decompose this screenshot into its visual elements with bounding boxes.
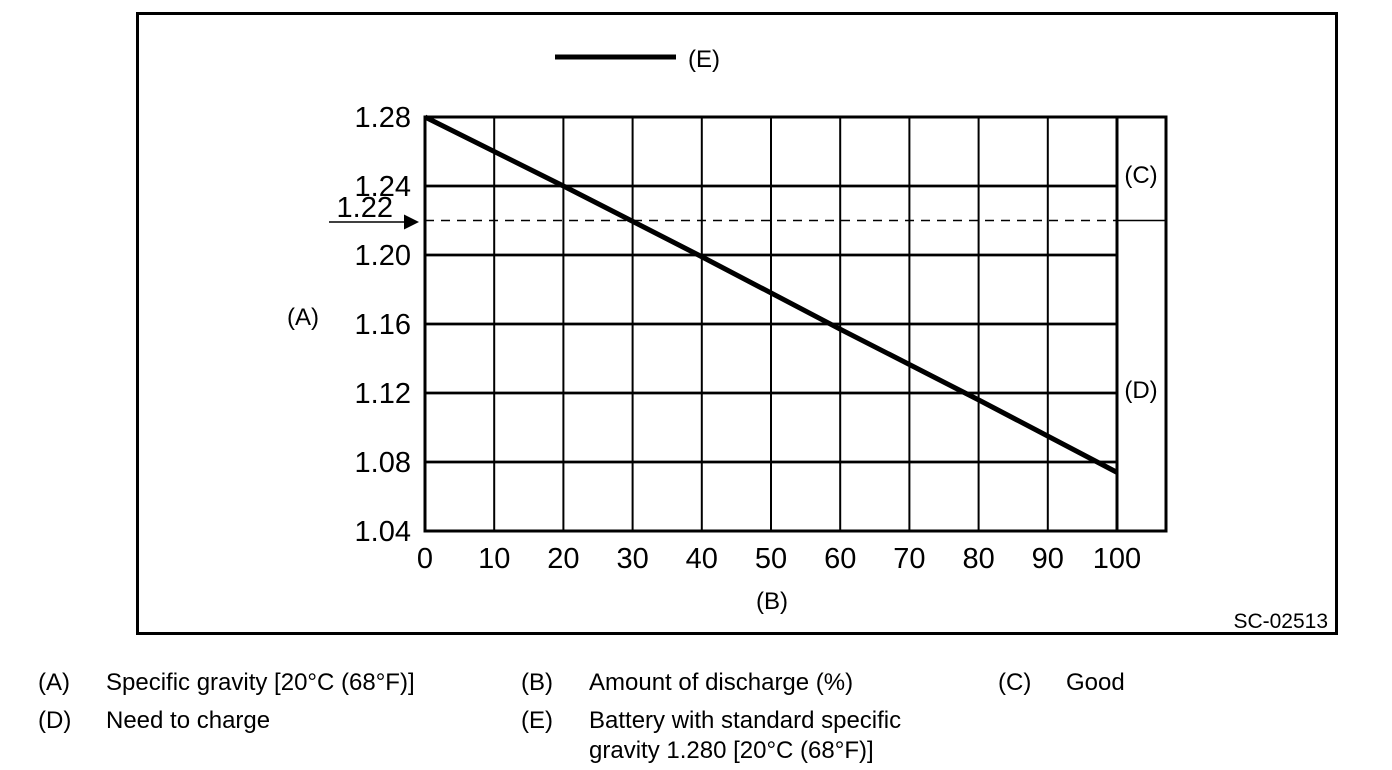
- x-tick-80: 80: [962, 543, 994, 575]
- threshold-arrow-head: [404, 214, 419, 230]
- x-axis-label: (B): [756, 588, 788, 615]
- vertical-gridlines: [493, 117, 1049, 531]
- x-tick-60: 60: [824, 543, 856, 575]
- key-text-e: Battery with standard specific gravity 1.…: [589, 706, 901, 766]
- x-tick-30: 30: [616, 543, 648, 575]
- key-text-a: Specific gravity [20°C (68°F)]: [106, 669, 415, 696]
- key-text-e-line2: gravity 1.280 [20°C (68°F)]: [589, 737, 874, 764]
- x-tick-0: 0: [417, 543, 433, 575]
- key-letter-e: (E): [521, 707, 553, 734]
- key-item-a: (A) Specific gravity [20°C (68°F)]: [38, 668, 415, 698]
- y-tick-1.04: 1.04: [355, 516, 411, 548]
- battery-gravity-curve: [423, 114, 1119, 475]
- region-label-need-charge: (D): [1124, 377, 1157, 404]
- y-tick-1.24: 1.24: [355, 171, 411, 203]
- legend-series-label: (E): [688, 46, 720, 73]
- y-tick-1.28: 1.28: [355, 102, 411, 134]
- key-item-e: (E) Battery with standard specific gravity…: [521, 706, 901, 766]
- key-letter-d: (D): [38, 707, 72, 734]
- x-tick-50: 50: [755, 543, 787, 575]
- y-axis-tick-labels: 1.28 1.24 1.20 1.16 1.12 1.08 1.04: [355, 102, 411, 548]
- y-tick-1.16: 1.16: [355, 309, 411, 341]
- y-tick-1.08: 1.08: [355, 447, 411, 479]
- key-text-b: Amount of discharge (%): [589, 669, 854, 696]
- threshold-label: 1.22: [337, 192, 393, 224]
- key-text-c: Good: [1066, 669, 1125, 696]
- x-tick-20: 20: [547, 543, 579, 575]
- figure-border: [136, 12, 1338, 635]
- key-text-e-line1: Battery with standard specific: [589, 707, 902, 734]
- key-item-b: (B) Amount of discharge (%): [521, 668, 853, 698]
- y-tick-1.12: 1.12: [355, 378, 411, 410]
- key-text-d: Need to charge: [106, 707, 271, 734]
- x-tick-90: 90: [1032, 543, 1064, 575]
- y-tick-1.20: 1.20: [355, 240, 411, 272]
- key-item-c: (C) Good: [998, 668, 1125, 698]
- figure-code: SC-02513: [1233, 610, 1328, 633]
- key-item-d: (D) Need to charge: [38, 706, 270, 736]
- x-tick-40: 40: [686, 543, 718, 575]
- x-tick-10: 10: [478, 543, 510, 575]
- x-axis-tick-labels: 0 10 20 30 40 50 60 70 80 90 100: [417, 543, 1141, 575]
- y-axis-label: (A): [287, 304, 319, 331]
- chart-svg: 0 10 20 30 40 50 60 70 80 90 100 1.281.241.201.161…: [136, 12, 1338, 635]
- x-tick-100: 100: [1093, 543, 1141, 575]
- status-column: [1115, 115, 1168, 533]
- key-letter-b: (B): [521, 669, 553, 696]
- region-label-good: (C): [1124, 162, 1157, 189]
- key-letter-c: (C): [998, 669, 1032, 696]
- x-tick-70: 70: [893, 543, 925, 575]
- key-letter-a: (A): [38, 669, 70, 696]
